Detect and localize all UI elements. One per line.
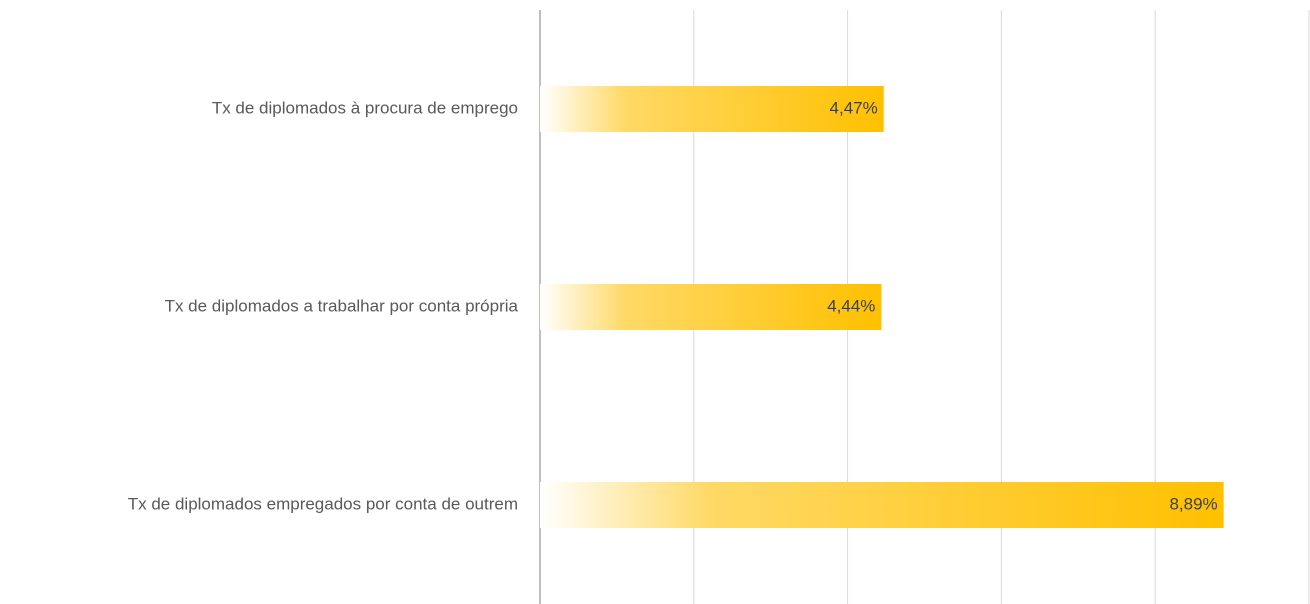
bar [540, 86, 884, 132]
value-label: 8,89% [1169, 494, 1217, 513]
category-label: Tx de diplomados empregados por conta de… [128, 494, 518, 513]
bar [540, 284, 882, 330]
bar [540, 482, 1224, 528]
category-label: Tx de diplomados à procura de emprego [212, 98, 518, 117]
value-label: 4,47% [830, 98, 878, 117]
value-label: 4,44% [827, 296, 875, 315]
category-label: Tx de diplomados a trabalhar por conta p… [165, 296, 519, 315]
